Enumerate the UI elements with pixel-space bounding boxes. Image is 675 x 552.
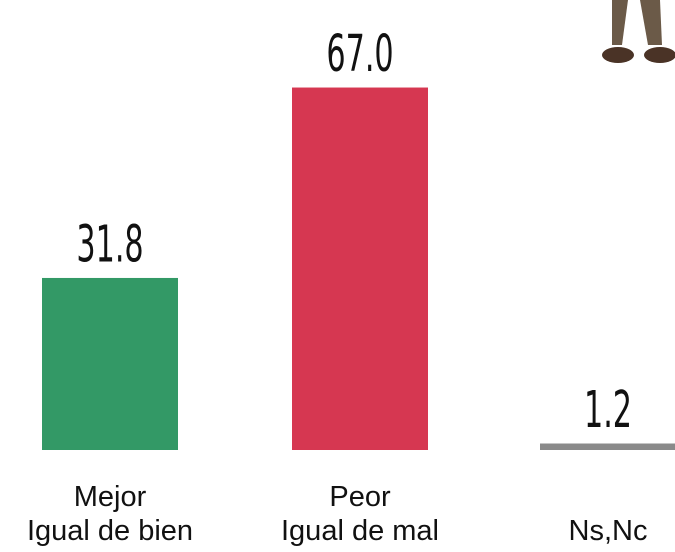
category-label: Ns,Nc [498,514,675,548]
bar [292,88,428,450]
value-label: 67.0 [326,24,393,83]
value-label: 31.8 [76,214,143,273]
value-label: 1.2 [584,380,632,439]
chart-canvas: 31.8 67.0 1.2 [0,0,675,552]
category-label: Mejor Igual de bien [0,480,220,548]
bar [540,444,675,450]
decoration [602,0,675,63]
chart: 31.8 67.0 1.2 Mejor Igual de bien Peor Igua… [0,0,675,552]
bar [42,278,178,450]
category-label: Peor Igual de mal [250,480,470,548]
